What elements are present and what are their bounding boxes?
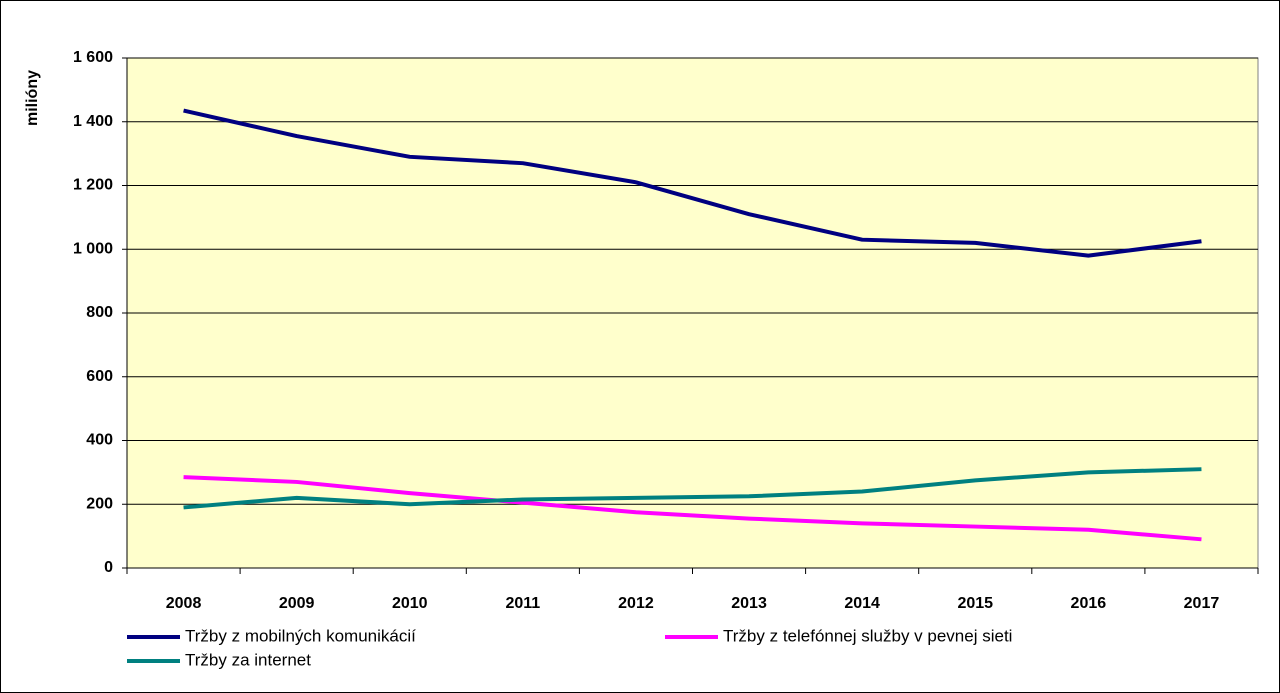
x-tick-label: 2015 — [957, 595, 993, 612]
y-tick-label: 400 — [86, 432, 113, 449]
y-tick-label: 600 — [86, 368, 113, 385]
legend-label: Tržby za internet — [185, 650, 311, 669]
x-tick-label: 2014 — [844, 595, 880, 612]
x-tick-label: 2010 — [392, 595, 428, 612]
x-tick-label: 2008 — [166, 595, 202, 612]
y-tick-label: 800 — [86, 304, 113, 321]
x-tick-label: 2013 — [731, 595, 767, 612]
legend-label: Tržby z telefónnej služby v pevnej sieti — [723, 626, 1012, 645]
y-tick-label: 1 000 — [73, 240, 113, 257]
x-tick-label: 2012 — [618, 595, 654, 612]
x-tick-label: 2017 — [1184, 595, 1220, 612]
series-line — [183, 475, 1202, 542]
y-tick-label: 200 — [86, 495, 113, 512]
x-tick-label: 2009 — [279, 595, 315, 612]
y-axis-label: milióny — [24, 70, 41, 126]
series-line — [183, 467, 1202, 510]
x-tick-label: 2016 — [1071, 595, 1107, 612]
y-tick-label: 1 600 — [73, 49, 113, 66]
y-tick-label: 0 — [104, 559, 113, 576]
x-tick-label: 2011 — [505, 595, 540, 612]
y-tick-label: 1 200 — [73, 177, 113, 194]
series-line — [183, 108, 1202, 258]
legend-label: Tržby z mobilných komunikácií — [185, 626, 416, 645]
y-tick-label: 1 400 — [73, 113, 113, 130]
